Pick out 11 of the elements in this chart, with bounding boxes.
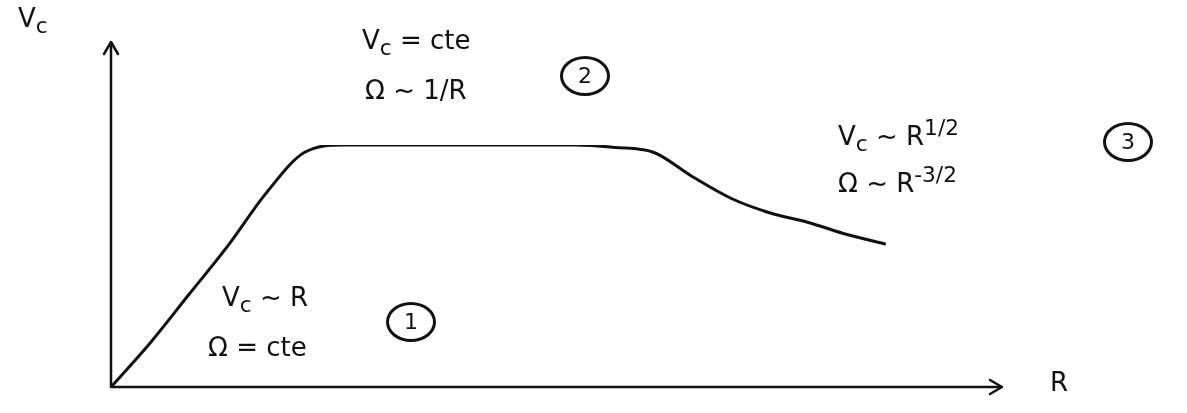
x-axis-title: R	[1050, 367, 1069, 397]
annotation: V$_{c}$ ~ R	[222, 282, 309, 318]
text: V$_{c}$ = cte	[362, 25, 471, 61]
text: 3	[1103, 122, 1153, 162]
text: 2	[560, 56, 610, 96]
annotation: Ω = cte	[208, 332, 307, 362]
y-axis-title: V$_{c}$	[18, 3, 48, 39]
annotation: V$_{c}$ ~ R$^{1/2}$	[838, 115, 959, 156]
text: Ω ~ 1/R	[365, 75, 467, 105]
annotation: 1	[386, 302, 436, 342]
annotation: Ω ~ R$^{-3/2}$	[838, 162, 957, 198]
